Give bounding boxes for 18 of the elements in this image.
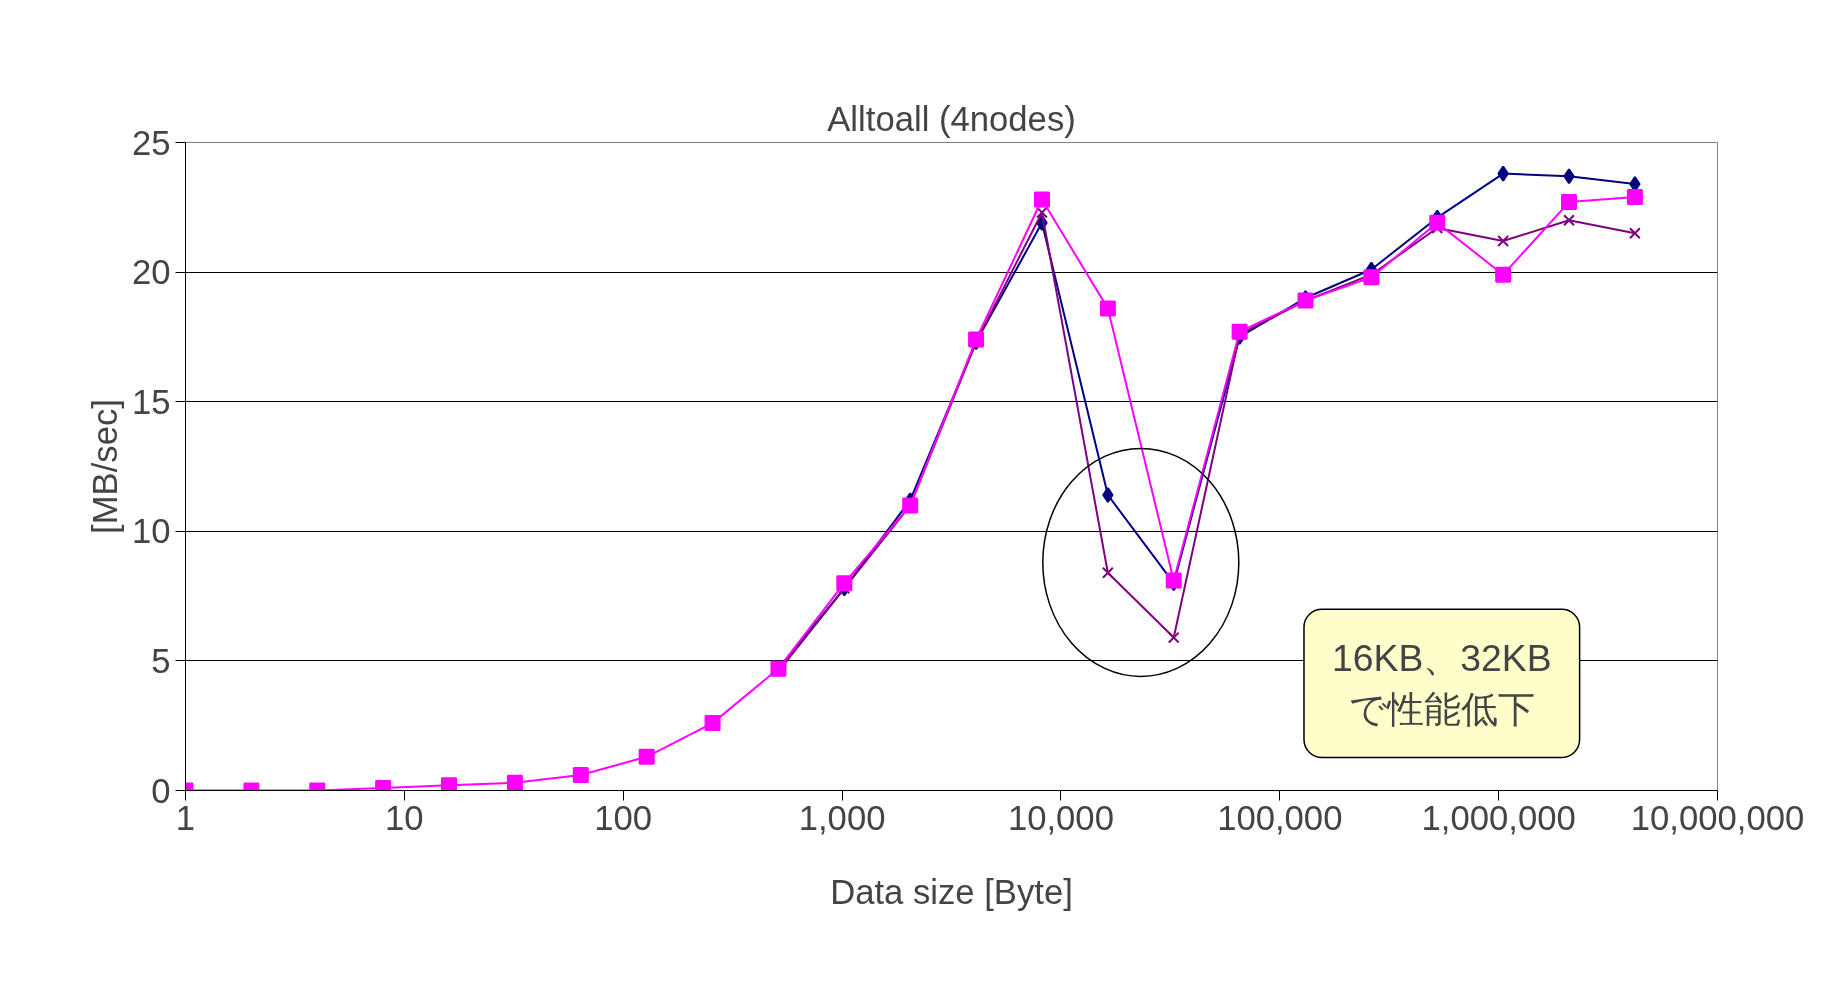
x-tick-label: 100 xyxy=(594,798,653,837)
y-tick-label: 15 xyxy=(131,382,171,421)
x-tick-label: 1,000 xyxy=(798,798,886,837)
y-tick-label: 25 xyxy=(131,123,171,162)
x-tick-label: 1,000,000 xyxy=(1421,798,1576,837)
chart-title: Alltoall (4nodes) xyxy=(827,99,1076,138)
y-tick-label: 20 xyxy=(131,253,171,292)
x-tick-label: 10,000 xyxy=(1007,798,1114,837)
x-axis-title: Data size [Byte] xyxy=(830,872,1073,911)
annotation: 16KB、32KB で性能低下 xyxy=(1331,637,1552,730)
y-tick-label: 5 xyxy=(151,641,171,680)
x-tick-label: 10 xyxy=(385,798,424,837)
x-tick-label: 1 xyxy=(175,798,196,837)
y-tick-label: 0 xyxy=(151,771,171,810)
y-axis-title: [MB/sec] xyxy=(85,399,124,534)
x-tick-label: 10,000,000 xyxy=(1630,798,1805,837)
x-tick-label: 100,000 xyxy=(1217,798,1343,837)
y-tick-label: 10 xyxy=(131,512,171,551)
